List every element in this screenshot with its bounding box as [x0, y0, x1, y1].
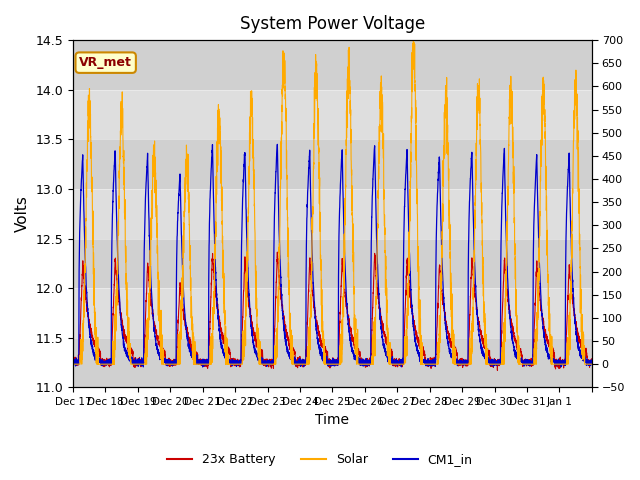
Bar	[73, 189, 592, 239]
X-axis label: Time: Time	[316, 413, 349, 427]
Bar	[73, 90, 592, 139]
Bar	[73, 239, 592, 288]
Bar	[73, 139, 592, 189]
Text: VR_met: VR_met	[79, 56, 132, 69]
Bar	[73, 288, 592, 338]
Y-axis label: Volts: Volts	[15, 195, 30, 232]
Bar	[73, 338, 592, 387]
Legend: 23x Battery, Solar, CM1_in: 23x Battery, Solar, CM1_in	[163, 448, 477, 471]
Bar	[73, 40, 592, 90]
Title: System Power Voltage: System Power Voltage	[240, 15, 425, 33]
